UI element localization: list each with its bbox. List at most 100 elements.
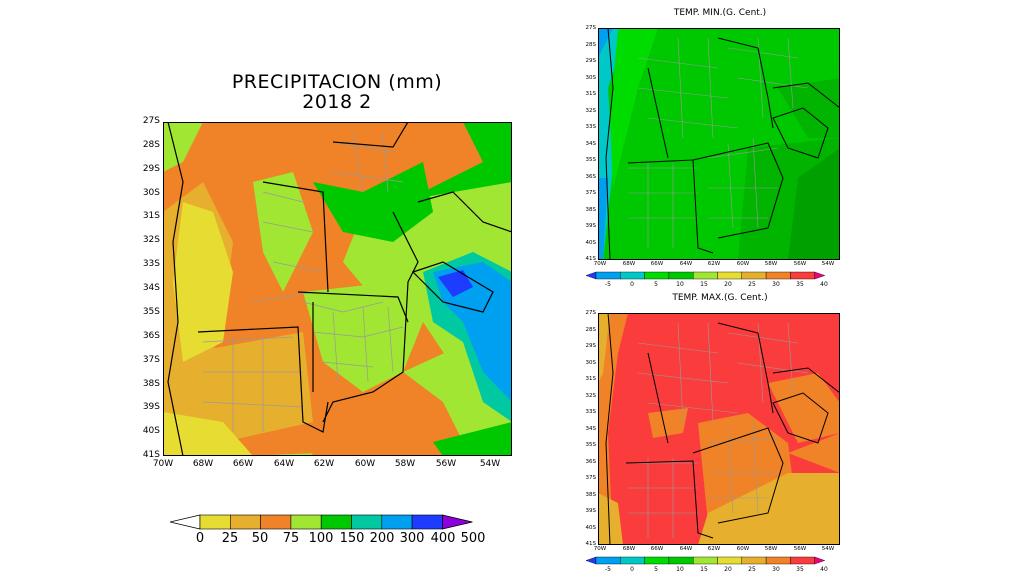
- tmax-lon-tick: 60W: [736, 546, 750, 552]
- precip-colorbar: [170, 514, 473, 530]
- tmax-lon-tick: 62W: [707, 546, 721, 552]
- tmin-lat-tick: 36S: [585, 174, 597, 180]
- tmax-lat-tick: 37S: [585, 475, 597, 481]
- tmin-lat-tick: 29S: [585, 58, 597, 64]
- precip-colorbar-upper-arrow: [441, 514, 473, 530]
- tmin-lat-tick: 40S: [585, 240, 597, 246]
- tmin-lon-tick: 66W: [650, 261, 664, 267]
- tmax-lat-tick: 41S: [585, 541, 597, 547]
- tmin-cb-upper-arrow: [814, 271, 826, 280]
- tmin-cb-lower-arrow: [586, 271, 597, 280]
- tmax-lat-tick: 27S: [585, 310, 597, 316]
- tmin-colorbar: [586, 271, 826, 280]
- precip-cb-label: 500: [460, 531, 486, 546]
- tmin-lat-tick: 41S: [585, 256, 597, 262]
- tmax-cb-label: 25: [748, 566, 756, 573]
- tmin-lon-tick: 56W: [793, 261, 807, 267]
- tmax-lat-tick: 39S: [585, 508, 597, 514]
- tmin-lat-tick: 31S: [585, 91, 597, 97]
- tmin-cb-label: 20: [724, 281, 732, 288]
- precip-colorbar-cell: [290, 514, 322, 530]
- tmax-lon-tick: 70W: [593, 546, 607, 552]
- tmin-lon-tick: 64W: [679, 261, 693, 267]
- tmax-lat-tick: 29S: [585, 343, 597, 349]
- tmin-lat-tick: 32S: [585, 108, 597, 114]
- precip-lon-tick: 62W: [313, 459, 335, 469]
- tmin-lon-tick: 58W: [764, 261, 778, 267]
- tmax-cb-cell: [717, 556, 742, 565]
- tmin-cb-label: 10: [676, 281, 684, 288]
- tmin-lat-tick: 38S: [585, 207, 597, 213]
- precip-lat-tick: 28S: [142, 140, 160, 150]
- precip-colorbar-cell: [199, 514, 231, 530]
- tmin-cb-label: 15: [700, 281, 708, 288]
- precip-colorbar-cell: [351, 514, 383, 530]
- precip-cb-label: 0: [195, 531, 205, 546]
- precip-cb-label: 400: [430, 531, 456, 546]
- precip-lat-tick: 37S: [142, 355, 160, 365]
- precip-lat-tick: 35S: [142, 307, 160, 317]
- tmax-cb-lower-arrow: [586, 556, 597, 565]
- tmax-map: [598, 313, 840, 545]
- precip-colorbar-cell: [229, 514, 261, 530]
- tmax-lat-tick: 36S: [585, 459, 597, 465]
- tmax-lat-tick: 40S: [585, 525, 597, 531]
- precip-cb-label: 75: [282, 531, 300, 546]
- tmax-title: TEMP. MAX.(G. Cent.): [672, 293, 768, 303]
- tmin-map: [598, 28, 840, 260]
- precip-lat-tick: 32S: [142, 235, 160, 245]
- tmin-cb-label: 35: [796, 281, 804, 288]
- precip-colorbar-cell: [260, 514, 292, 530]
- tmin-cb-cell: [595, 271, 621, 280]
- tmin-cb-label: -5: [605, 281, 611, 288]
- precip-lon-tick: 56W: [435, 459, 457, 469]
- tmin-cb-label: 30: [772, 281, 780, 288]
- tmax-cb-label: 15: [700, 566, 708, 573]
- tmax-cb-label: 20: [724, 566, 732, 573]
- tmax-cb-label: 30: [772, 566, 780, 573]
- tmax-lat-tick: 38S: [585, 492, 597, 498]
- tmax-lat-tick: 31S: [585, 376, 597, 382]
- tmin-lat-tick: 37S: [585, 190, 597, 196]
- precip-lat-tick: 29S: [142, 164, 160, 174]
- precip-cb-label: 25: [221, 531, 239, 546]
- precip-lon-tick: 54W: [479, 459, 501, 469]
- tmin-lat-tick: 30S: [585, 75, 597, 81]
- tmin-lon-tick: 54W: [821, 261, 835, 267]
- precip-lat-tick: 31S: [142, 211, 160, 221]
- tmax-lon-tick: 68W: [622, 546, 636, 552]
- tmax-lat-tick: 32S: [585, 393, 597, 399]
- tmax-cb-cell: [741, 556, 767, 565]
- precip-lat-tick: 30S: [142, 188, 160, 198]
- tmin-lat-tick: 34S: [585, 141, 597, 147]
- tmin-cb-label: 25: [748, 281, 756, 288]
- precip-title: PRECIPITACION (mm): [231, 71, 443, 93]
- tmin-lon-tick: 68W: [622, 261, 636, 267]
- precip-cb-label: 50: [251, 531, 269, 546]
- tmax-cb-cell: [790, 556, 815, 565]
- tmax-cb-label: -5: [605, 566, 611, 573]
- tmax-lat-tick: 33S: [585, 409, 597, 415]
- tmax-lon-tick: 64W: [679, 546, 693, 552]
- tmax-cb-label: 40: [820, 566, 828, 573]
- precip-lon-tick: 66W: [232, 459, 254, 469]
- precip-lat-tick: 27S: [142, 116, 160, 126]
- tmax-lat-tick: 30S: [585, 360, 597, 366]
- tmax-cb-cell: [692, 556, 718, 565]
- tmin-cb-label: 40: [820, 281, 828, 288]
- tmax-lon-tick: 56W: [793, 546, 807, 552]
- tmin-lat-tick: 35S: [585, 157, 597, 163]
- tmin-lat-tick: 33S: [585, 124, 597, 130]
- precip-subtitle: 2018 2: [302, 91, 372, 113]
- tmin-cb-cell: [644, 271, 670, 280]
- tmax-colorbar: [586, 556, 826, 565]
- tmax-cb-label: 35: [796, 566, 804, 573]
- precip-lon-tick: 64W: [273, 459, 295, 469]
- tmax-cb-cell: [765, 556, 791, 565]
- tmax-cb-upper-arrow: [814, 556, 826, 565]
- tmax-cb-cell: [620, 556, 645, 565]
- tmin-title: TEMP. MIN.(G. Cent.): [673, 8, 767, 18]
- tmax-cb-label: 10: [676, 566, 684, 573]
- tmax-cb-label: 5: [654, 566, 658, 573]
- tmin-lat-tick: 39S: [585, 223, 597, 229]
